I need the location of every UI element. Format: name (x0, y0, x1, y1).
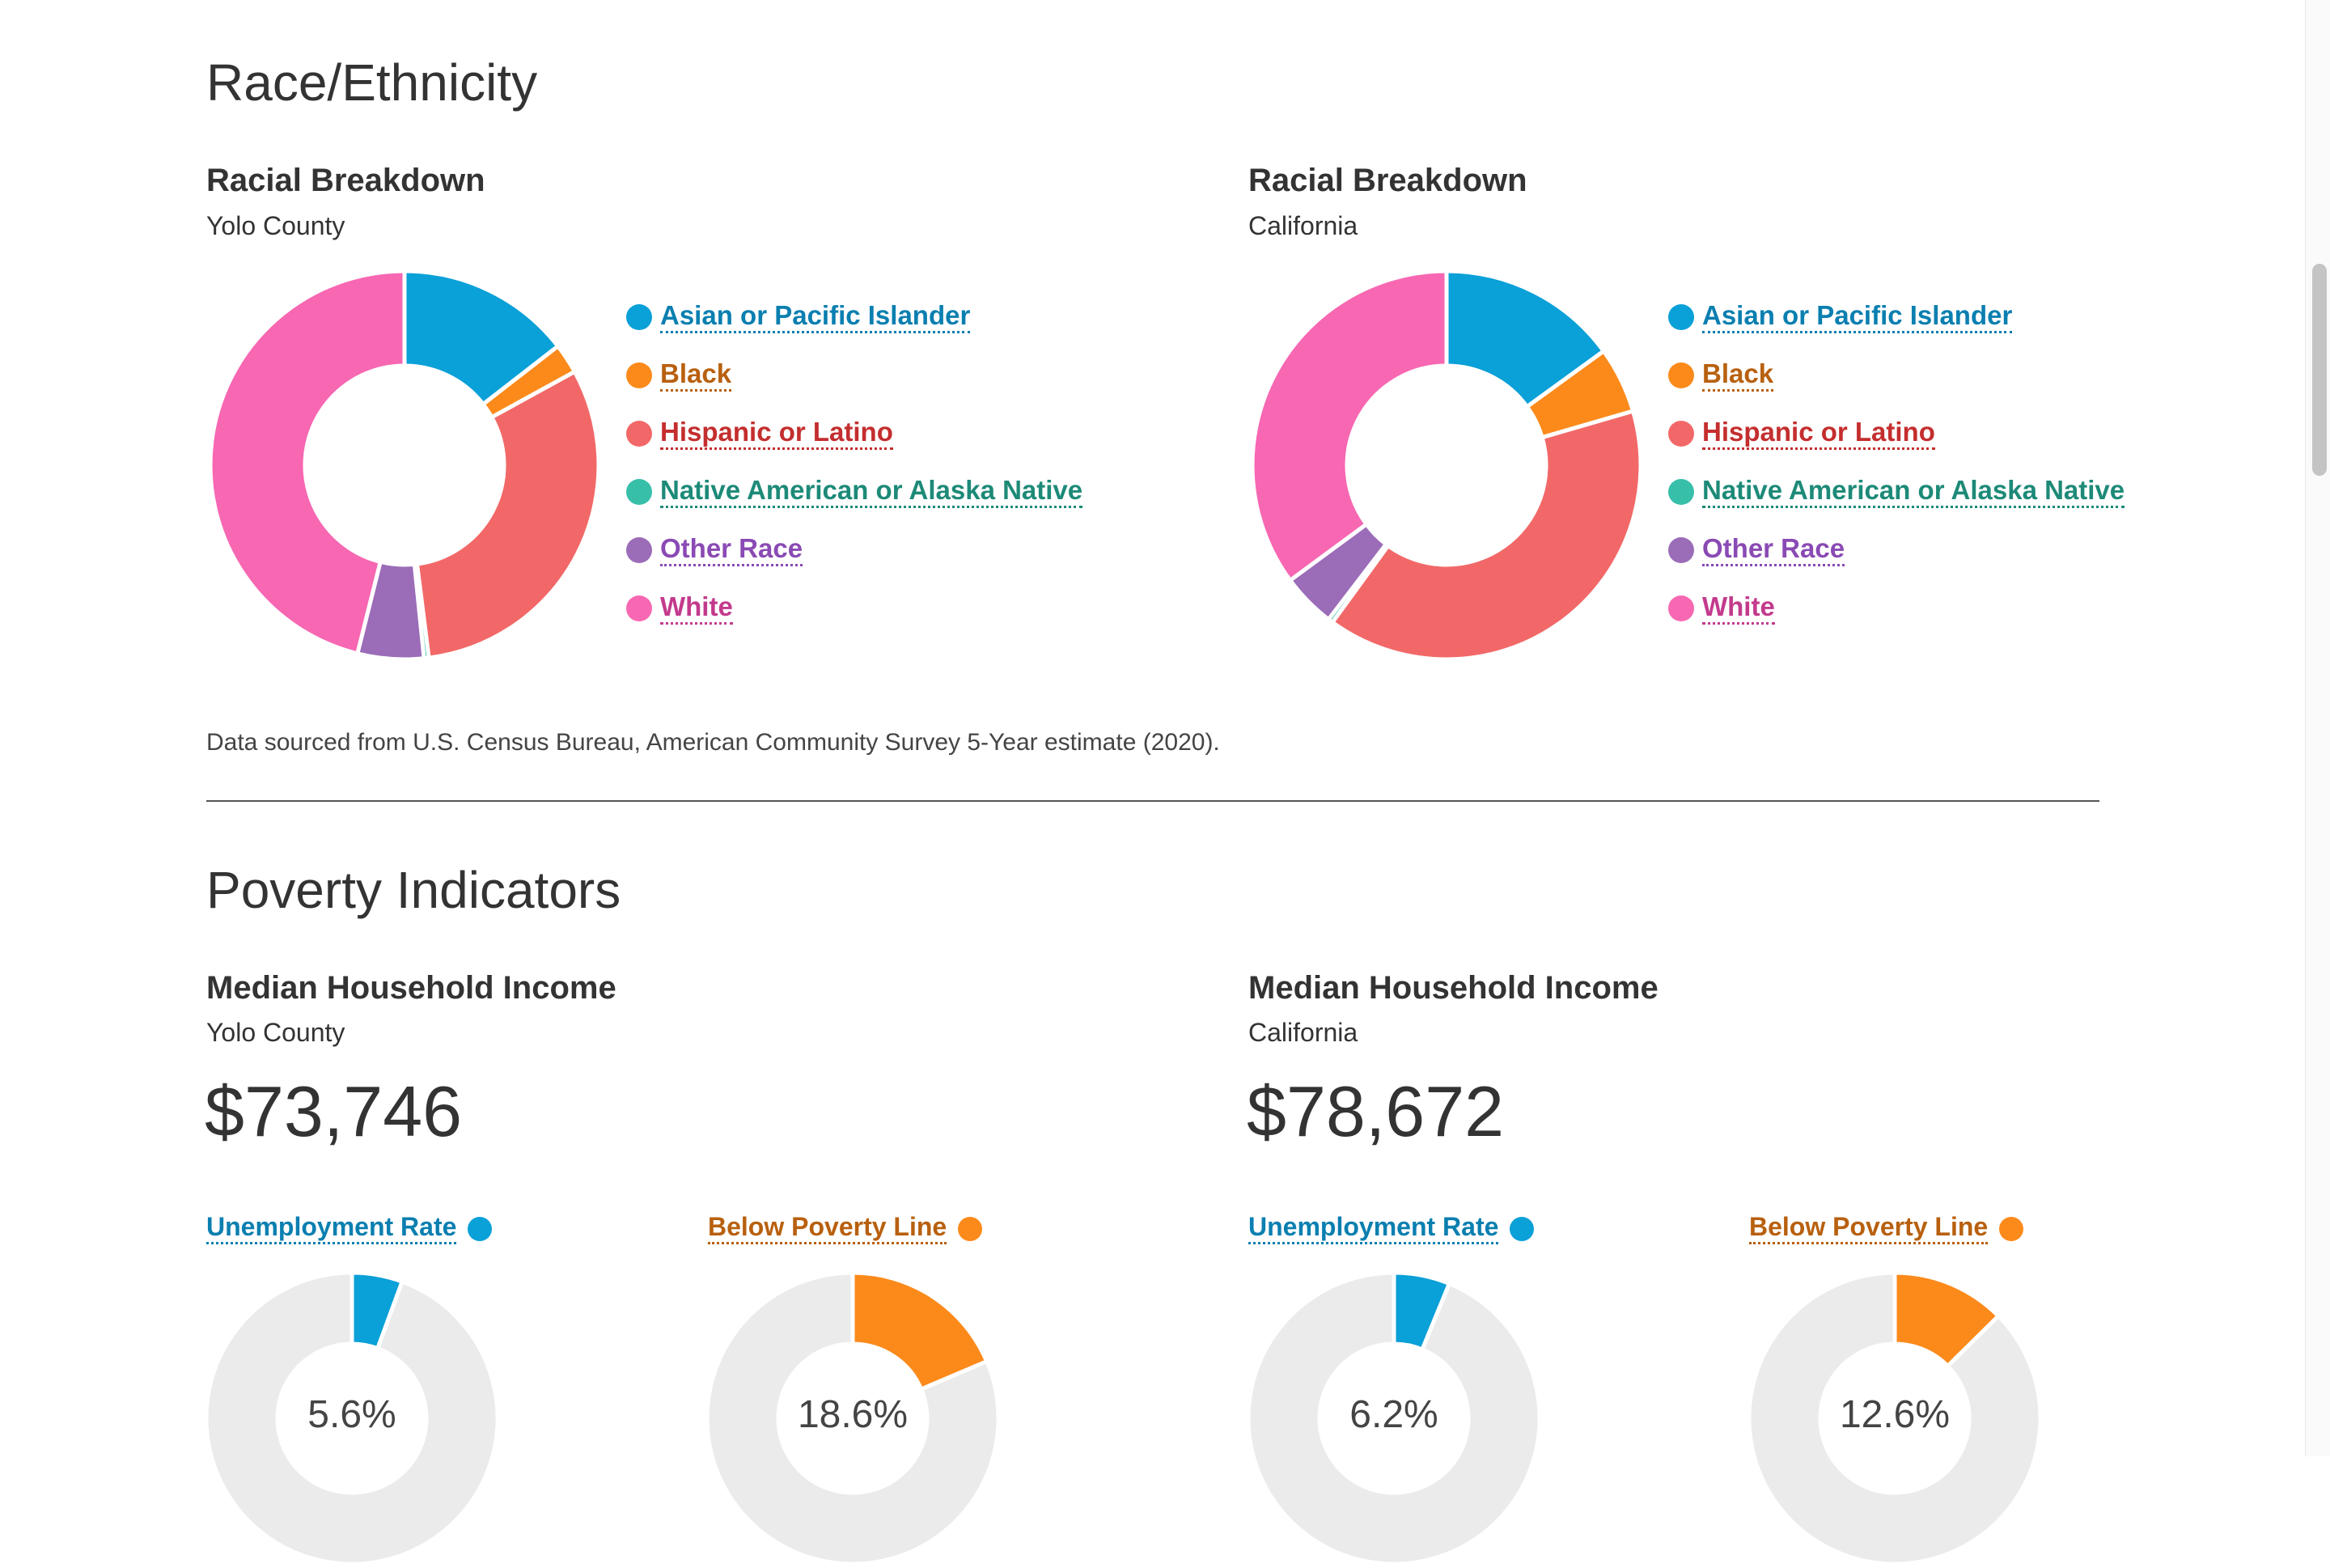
legend-dot-icon (626, 362, 652, 388)
indicator-unemployment-yolo: Unemployment Rate (206, 1214, 493, 1244)
income-title-ca: Median Household Income (1248, 970, 1659, 1006)
legend-dot-icon (1668, 479, 1694, 505)
donut-slice-white[interactable] (208, 269, 407, 656)
legend-label[interactable]: Black (1702, 360, 1774, 392)
donut-chart-ca-race (1250, 269, 1643, 662)
scrollbar-thumb[interactable] (2312, 264, 2327, 476)
chart-subtitle-ca-race: California (1248, 211, 1358, 240)
section-title-poverty: Poverty Indicators (206, 861, 621, 919)
section-title-race: Race/Ethnicity (206, 53, 538, 112)
unemployment-rate-link-ca[interactable]: Unemployment Rate (1248, 1214, 1499, 1244)
legend-item-hispanic-or-latino[interactable]: Hispanic or Latino (626, 416, 893, 451)
legend-item-native-american-or-alaska-native[interactable]: Native American or Alaska Native (626, 474, 1083, 510)
legend-label[interactable]: Asian or Pacific Islander (660, 302, 971, 333)
chart-title-yolo-race: Racial Breakdown (206, 163, 485, 198)
legend-dot-icon (1668, 595, 1694, 621)
below-poverty-line-link-ca[interactable]: Below Poverty Line (1749, 1214, 1989, 1244)
legend-dot-icon (1668, 362, 1694, 388)
poverty-dot-icon (958, 1217, 983, 1241)
legend-dot-icon (626, 479, 652, 505)
legend-label[interactable]: Hispanic or Latino (1702, 418, 1935, 450)
gauge-value-segment[interactable] (350, 1270, 405, 1351)
legend-dot-icon (1668, 304, 1694, 330)
donut-slice-hispanic-or-latino[interactable] (414, 368, 601, 660)
legend-label[interactable]: Hispanic or Latino (660, 418, 893, 450)
gauge-value-segment[interactable] (1392, 1270, 1452, 1353)
gauge-value-poverty-ca: 12.6% (1839, 1393, 1951, 1436)
legend-label[interactable]: White (660, 593, 733, 625)
indicator-poverty-yolo: Below Poverty Line (708, 1214, 983, 1244)
legend-label[interactable]: Other Race (660, 535, 803, 566)
legend-item-other-race[interactable]: Other Race (1668, 532, 1845, 568)
data-source-note: Data sourced from U.S. Census Bureau, Am… (206, 729, 1220, 756)
gauge-value-segment[interactable] (850, 1270, 989, 1392)
unemployment-dot-icon (468, 1217, 493, 1241)
legend-dot-icon (1668, 537, 1694, 563)
income-subtitle-yolo: Yolo County (206, 1018, 345, 1047)
legend-item-white[interactable]: White (1668, 591, 1775, 626)
legend-dot-icon (626, 304, 652, 330)
page: Race/Ethnicity Racial Breakdown Yolo Cou… (205, 0, 2330, 1564)
unemployment-dot-icon (1510, 1217, 1535, 1241)
legend-item-asian-or-pacific-islander[interactable]: Asian or Pacific Islander (1668, 299, 2013, 335)
indicator-poverty-ca: Below Poverty Line (1749, 1214, 2024, 1244)
section-divider (206, 800, 2099, 802)
income-title-yolo: Median Household Income (206, 970, 616, 1006)
legend-label[interactable]: Other Race (1702, 535, 1845, 566)
median-income-ca: $78,672 (1247, 1071, 1505, 1151)
legend-item-hispanic-or-latino[interactable]: Hispanic or Latino (1668, 416, 1935, 451)
scrollbar[interactable] (2305, 0, 2330, 1456)
donut-slice-hispanic-or-latino[interactable] (1329, 408, 1643, 662)
gauge-value-unemployment-ca: 6.2% (1349, 1393, 1438, 1436)
gauge-value-unemployment-yolo: 5.6% (307, 1393, 396, 1436)
legend-label[interactable]: Asian or Pacific Islander (1702, 302, 2013, 333)
legend-item-white[interactable]: White (626, 591, 733, 626)
legend-item-other-race[interactable]: Other Race (626, 532, 803, 568)
donut-slice-white[interactable] (1250, 269, 1449, 583)
legend-label[interactable]: Native American or Alaska Native (1702, 477, 2125, 508)
below-poverty-line-link-yolo[interactable]: Below Poverty Line (708, 1214, 947, 1244)
legend-dot-icon (1668, 421, 1694, 447)
legend-label[interactable]: Black (660, 360, 732, 392)
legend-item-black[interactable]: Black (626, 358, 732, 393)
legend-dot-icon (626, 537, 652, 563)
legend-dot-icon (626, 595, 652, 621)
donut-chart-yolo-race (208, 269, 601, 662)
donut-slice-asian-or-pacific-islander[interactable] (1444, 269, 1607, 410)
gauge-value-segment[interactable] (1892, 1270, 2002, 1369)
legend-label[interactable]: White (1702, 593, 1775, 625)
legend-dot-icon (626, 421, 652, 447)
income-subtitle-ca: California (1248, 1018, 1358, 1047)
chart-subtitle-yolo-race: Yolo County (206, 211, 345, 240)
indicator-unemployment-ca: Unemployment Rate (1248, 1214, 1535, 1244)
legend-item-native-american-or-alaska-native[interactable]: Native American or Alaska Native (1668, 474, 2125, 510)
poverty-dot-icon (1999, 1217, 2024, 1241)
legend-label[interactable]: Native American or Alaska Native (660, 477, 1083, 508)
legend-item-black[interactable]: Black (1668, 358, 1774, 393)
unemployment-rate-link-yolo[interactable]: Unemployment Rate (206, 1214, 457, 1244)
median-income-yolo: $73,746 (205, 1071, 463, 1151)
legend-item-asian-or-pacific-islander[interactable]: Asian or Pacific Islander (626, 299, 971, 335)
gauge-value-poverty-yolo: 18.6% (797, 1393, 909, 1436)
chart-title-ca-race: Racial Breakdown (1248, 163, 1527, 198)
